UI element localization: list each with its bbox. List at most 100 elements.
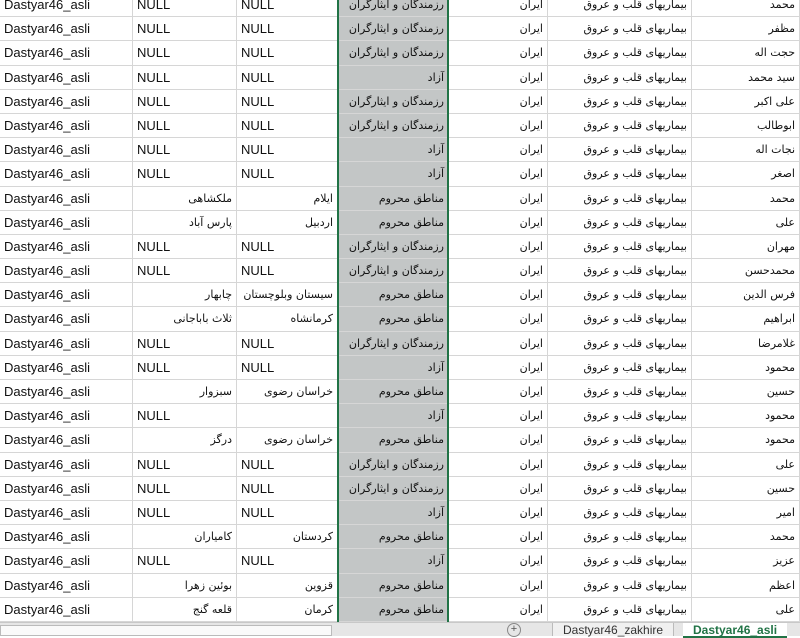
cell[interactable]: NULL	[133, 331, 237, 356]
cell[interactable]: بیماریهای قلب و عروق	[548, 307, 692, 332]
cell[interactable]: ایران	[449, 234, 548, 260]
horizontal-scrollbar[interactable]	[0, 625, 332, 636]
cell[interactable]: NULL	[133, 500, 237, 526]
cell[interactable]: Dastyar46_asli	[0, 525, 133, 550]
cell[interactable]: آزاد	[338, 138, 449, 163]
cell[interactable]: محمدحسن	[692, 259, 800, 284]
cell[interactable]: NULL	[133, 113, 237, 139]
cell[interactable]: ایران	[449, 476, 548, 501]
cell[interactable]: NULL	[237, 331, 338, 356]
cell[interactable]: علی	[692, 452, 800, 477]
cell[interactable]: بیماریهای قلب و عروق	[548, 138, 692, 163]
cell[interactable]: Dastyar46_asli	[0, 259, 133, 284]
cell[interactable]: علی اکبر	[692, 89, 800, 114]
cell[interactable]: خراسان رضوی	[237, 428, 338, 453]
cell[interactable]: رزمندگان و ایثارگران	[338, 476, 449, 501]
cell[interactable]: بیماریهای قلب و عروق	[548, 0, 692, 18]
cell[interactable]: ایران	[449, 162, 548, 187]
cell[interactable]: بیماریهای قلب و عروق	[548, 331, 692, 356]
cell[interactable]: NULL	[237, 355, 338, 380]
cell[interactable]: ایران	[449, 210, 548, 235]
cell[interactable]: NULL	[237, 89, 338, 114]
cell[interactable]: عزیز	[692, 549, 800, 574]
cell[interactable]: بیماریهای قلب و عروق	[548, 259, 692, 284]
cell[interactable]: Dastyar46_asli	[0, 597, 133, 622]
cell[interactable]: رزمندگان و ایثارگران	[338, 17, 449, 42]
cell[interactable]: Dastyar46_asli	[0, 380, 133, 405]
cell[interactable]: Dastyar46_asli	[0, 500, 133, 526]
cell[interactable]: ایران	[449, 452, 548, 477]
cell[interactable]: Dastyar46_asli	[0, 404, 133, 429]
cell[interactable]: ابراهیم	[692, 307, 800, 332]
cell[interactable]: امیر	[692, 500, 800, 526]
cell[interactable]: مظفر	[692, 17, 800, 42]
cell[interactable]: بیماریهای قلب و عروق	[548, 380, 692, 405]
cell[interactable]: پارس آباد	[133, 210, 237, 235]
cell[interactable]: علی	[692, 210, 800, 235]
cell[interactable]: Dastyar46_asli	[0, 452, 133, 477]
cell[interactable]: ایران	[449, 500, 548, 526]
cell[interactable]: ایران	[449, 573, 548, 598]
cell[interactable]: Dastyar46_asli	[0, 186, 133, 211]
cell[interactable]: NULL	[237, 162, 338, 187]
cell[interactable]: مناطق محروم	[338, 428, 449, 453]
cell[interactable]: کرمان	[237, 597, 338, 622]
cell[interactable]: ابوطالب	[692, 113, 800, 139]
cell[interactable]: ایران	[449, 283, 548, 308]
cell[interactable]: ملکشاهی	[133, 186, 237, 211]
cell[interactable]: NULL	[237, 549, 338, 574]
cell[interactable]: NULL	[133, 259, 237, 284]
cell[interactable]: آزاد	[338, 549, 449, 574]
cell[interactable]: Dastyar46_asli	[0, 113, 133, 139]
cell[interactable]: Dastyar46_asli	[0, 355, 133, 380]
cell[interactable]: مهران	[692, 234, 800, 260]
cell[interactable]: مناطق محروم	[338, 210, 449, 235]
cell[interactable]: بیماریهای قلب و عروق	[548, 597, 692, 622]
cell[interactable]: Dastyar46_asli	[0, 89, 133, 114]
cell[interactable]: NULL	[237, 138, 338, 163]
cell[interactable]: اردبیل	[237, 210, 338, 235]
cell[interactable]: NULL	[133, 404, 237, 429]
cell[interactable]: آزاد	[338, 500, 449, 526]
cell[interactable]: محمد	[692, 525, 800, 550]
cell[interactable]: علی	[692, 597, 800, 622]
cell[interactable]: محمد	[692, 0, 800, 18]
cell[interactable]: ایران	[449, 89, 548, 114]
cell[interactable]: بیماریهای قلب و عروق	[548, 573, 692, 598]
cell[interactable]: آزاد	[338, 65, 449, 90]
cell[interactable]: حسین	[692, 380, 800, 405]
cell[interactable]: فرس الدین	[692, 283, 800, 308]
cell[interactable]: NULL	[237, 234, 338, 260]
cell[interactable]: مناطق محروم	[338, 597, 449, 622]
cell[interactable]: بیماریهای قلب و عروق	[548, 525, 692, 550]
cell[interactable]: غلامرضا	[692, 331, 800, 356]
cell[interactable]: بیماریهای قلب و عروق	[548, 65, 692, 90]
cell[interactable]: مناطق محروم	[338, 573, 449, 598]
cell[interactable]	[237, 404, 338, 429]
cell[interactable]: محمود	[692, 428, 800, 453]
cell[interactable]: رزمندگان و ایثارگران	[338, 89, 449, 114]
cell[interactable]: ایران	[449, 113, 548, 139]
cell[interactable]: چابهار	[133, 283, 237, 308]
cell[interactable]: بیماریهای قلب و عروق	[548, 355, 692, 380]
cell[interactable]: قلعه گنج	[133, 597, 237, 622]
cell[interactable]: بیماریهای قلب و عروق	[548, 113, 692, 139]
cell[interactable]: NULL	[133, 355, 237, 380]
cell[interactable]: Dastyar46_asli	[0, 65, 133, 90]
cell[interactable]: خراسان رضوی	[237, 380, 338, 405]
cell[interactable]: محمود	[692, 355, 800, 380]
cell[interactable]: ایران	[449, 355, 548, 380]
sheet-tab[interactable]: Dastyar46_zakhire	[552, 623, 675, 637]
cell[interactable]: NULL	[133, 17, 237, 42]
cell[interactable]: ایلام	[237, 186, 338, 211]
cell[interactable]: بیماریهای قلب و عروق	[548, 162, 692, 187]
cell[interactable]: Dastyar46_asli	[0, 307, 133, 332]
cell[interactable]: Dastyar46_asli	[0, 210, 133, 235]
cell[interactable]: NULL	[133, 234, 237, 260]
cell[interactable]: سیستان وبلوچستان	[237, 283, 338, 308]
cell[interactable]: بیماریهای قلب و عروق	[548, 210, 692, 235]
cell[interactable]: Dastyar46_asli	[0, 17, 133, 42]
cell[interactable]: مناطق محروم	[338, 186, 449, 211]
cell[interactable]: ایران	[449, 17, 548, 42]
cell[interactable]: ایران	[449, 428, 548, 453]
